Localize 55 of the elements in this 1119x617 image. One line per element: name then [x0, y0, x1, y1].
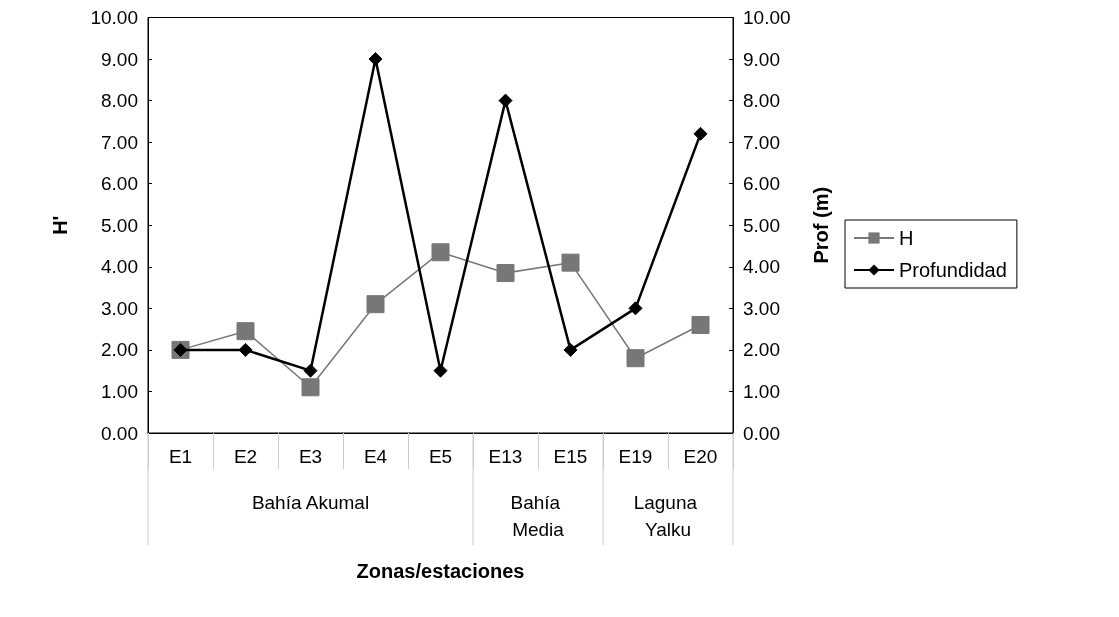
y-tick-label: 7.00 [101, 131, 138, 153]
y-tick-label: 4.00 [101, 256, 138, 278]
x-tick-label: E5 [428, 446, 453, 467]
point [238, 342, 253, 357]
y-tick-label: 0.00 [101, 422, 138, 444]
point [368, 52, 383, 67]
point [366, 295, 385, 314]
x-tick-label: E4 [363, 446, 388, 467]
y2-tick-label: 4.00 [743, 256, 780, 278]
point [431, 243, 450, 262]
legend-label: Profundidad [899, 259, 1007, 281]
point [693, 126, 708, 141]
point [433, 363, 448, 378]
y-axis-title: H' [49, 215, 71, 235]
y2-tick-label: 2.00 [743, 339, 780, 361]
y-tick-label: 8.00 [101, 90, 138, 112]
y2-tick-label: 10.00 [743, 7, 791, 28]
text: Bahía Akumal [251, 492, 370, 513]
y2-tick-label: 6.00 [743, 173, 780, 195]
x-tick-label: E13 [488, 446, 523, 467]
point [626, 349, 645, 368]
y-tick-label: 1.00 [101, 380, 138, 402]
y-tick-label: 3.00 [101, 297, 138, 319]
y2-tick-label: 9.00 [743, 48, 780, 70]
y2-tick-label: 1.00 [743, 380, 780, 402]
x-tick-label: E1 [168, 446, 193, 467]
y-tick-label: 2.00 [101, 339, 138, 361]
point [496, 264, 515, 283]
legend-label: H [899, 227, 914, 249]
x-tick-label: E19 [618, 446, 653, 467]
y-tick-label: 10.00 [90, 7, 138, 28]
point [561, 253, 580, 272]
y-tick-label: 5.00 [101, 214, 138, 236]
point [301, 378, 320, 397]
x-tick-label: E20 [683, 446, 718, 467]
text: Bahía Media [510, 492, 566, 540]
text: Laguna Yalku [633, 492, 703, 540]
point [236, 322, 255, 341]
point [628, 301, 643, 316]
y2-axis-title: Prof (m) [810, 186, 832, 264]
y2-tick-label: 8.00 [743, 90, 780, 112]
x-axis-title: Zonas/estaciones [356, 560, 525, 582]
y2-tick-label: 3.00 [743, 297, 780, 319]
x-tick-label: E2 [233, 446, 258, 467]
point [303, 363, 318, 378]
y-tick-label: 9.00 [101, 48, 138, 70]
point [563, 342, 578, 357]
y-tick-label: 6.00 [101, 173, 138, 195]
y2-tick-label: 7.00 [743, 131, 780, 153]
y2-tick-label: 5.00 [743, 214, 780, 236]
x-tick-label: E15 [553, 446, 588, 467]
x-tick-label: E3 [298, 446, 323, 467]
point [691, 315, 710, 334]
y2-tick-label: 0.00 [743, 422, 780, 444]
point [498, 93, 513, 108]
